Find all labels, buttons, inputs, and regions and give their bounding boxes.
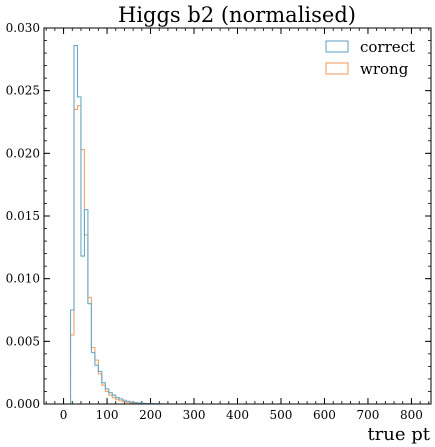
y-tick-label: 0.005 bbox=[6, 334, 40, 348]
legend-swatch-correct bbox=[325, 40, 349, 53]
histogram-series bbox=[69, 44, 165, 405]
legend-swatch-wrong bbox=[325, 62, 349, 75]
y-tick-label: 0.025 bbox=[6, 84, 40, 98]
x-tick-label: 700 bbox=[356, 408, 379, 422]
x-tick-label: 800 bbox=[400, 408, 423, 422]
x-tick-label: 400 bbox=[226, 408, 249, 422]
series-step-correct bbox=[69, 44, 165, 405]
legend-label-wrong: wrong bbox=[360, 60, 409, 78]
ticks-layer: 0.000 0.005 0.010 0.015 0.020 0.025 0.030 0 100 2… bbox=[6, 21, 431, 422]
y-tick-label: 0.010 bbox=[6, 272, 40, 286]
legend-label-correct: correct bbox=[360, 38, 415, 56]
x-axis-label: true pt bbox=[367, 424, 430, 445]
legend: correct wrong bbox=[325, 38, 415, 78]
y-tick-label: 0.015 bbox=[6, 209, 40, 223]
y-tick-label: 0.030 bbox=[6, 21, 40, 35]
x-tick-label: 600 bbox=[313, 408, 336, 422]
y-tick-label: 0.020 bbox=[6, 146, 40, 160]
chart-title: Higgs b2 (normalised) bbox=[118, 3, 356, 27]
x-tick-label: 100 bbox=[96, 408, 119, 422]
x-tick-label: 300 bbox=[183, 408, 206, 422]
x-tick-label: 0 bbox=[60, 408, 68, 422]
x-tick-label: 200 bbox=[139, 408, 162, 422]
y-tick-label: 0.000 bbox=[6, 397, 40, 411]
x-tick-label: 500 bbox=[270, 408, 293, 422]
plot-frame bbox=[43, 27, 432, 405]
